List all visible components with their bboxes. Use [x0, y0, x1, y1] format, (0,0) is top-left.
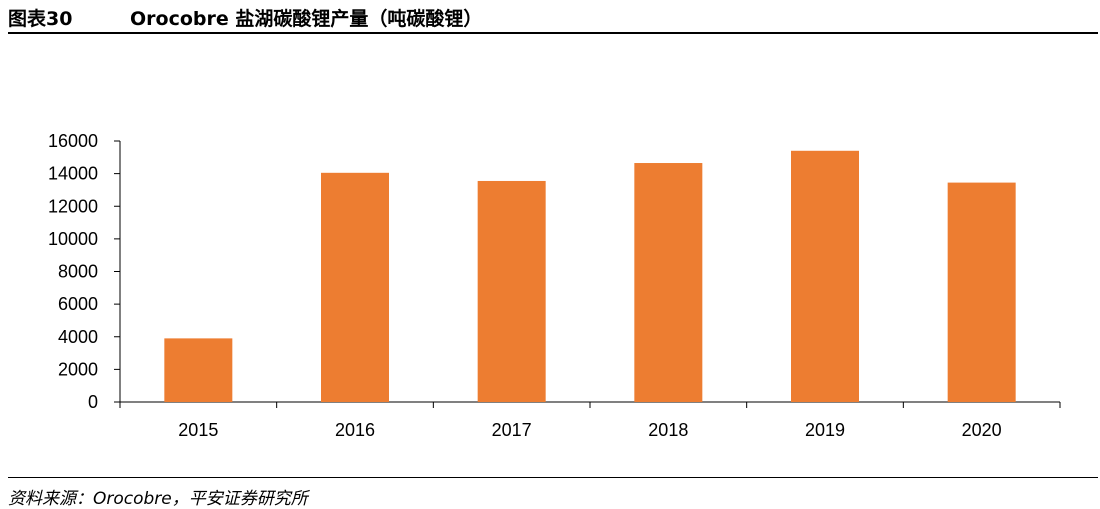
- source-note: 资料来源：Orocobre，平安证券研究所: [8, 477, 1098, 509]
- bar-2018: [634, 163, 703, 402]
- y-tick-label: 14000: [48, 164, 98, 184]
- bar-2020: [947, 182, 1016, 402]
- x-axis: 2015 2016 2017 2018 2019 2020: [119, 401, 1061, 440]
- bar-2019: [791, 150, 859, 402]
- title-bar: 图表30 Orocobre 盐湖碳酸锂产量（吨碳酸锂）: [8, 4, 1098, 34]
- x-tick-label: 2020: [962, 420, 1002, 440]
- figure-label: 图表30: [8, 8, 73, 30]
- bar-2015: [164, 338, 233, 402]
- x-tick-label: 2018: [648, 420, 688, 440]
- chart-title: Orocobre 盐湖碳酸锂产量（吨碳酸锂）: [130, 8, 483, 30]
- y-tick-label: 16000: [48, 131, 98, 151]
- y-tick-label: 8000: [58, 262, 98, 282]
- y-tick-label: 6000: [58, 294, 98, 314]
- y-tick-label: 4000: [58, 327, 98, 347]
- x-tick-label: 2016: [335, 420, 375, 440]
- y-tick-label: 0: [88, 392, 98, 412]
- y-tick-label: 12000: [48, 196, 98, 216]
- bar-2016: [321, 172, 389, 402]
- bar-2017: [477, 180, 546, 402]
- bar-chart: 0 2000 4000 6000 8000 10000 12000 14000 16000 20…: [48, 131, 1061, 440]
- y-axis: 0 2000 4000 6000 8000 10000 12000 14000 16000: [48, 131, 121, 412]
- y-tick-label: 2000: [58, 359, 98, 379]
- bars: [164, 150, 1016, 402]
- y-tick-label: 10000: [48, 229, 98, 249]
- x-tick-label: 2015: [178, 420, 218, 440]
- x-tick-label: 2019: [805, 420, 845, 440]
- x-tick-label: 2017: [492, 420, 532, 440]
